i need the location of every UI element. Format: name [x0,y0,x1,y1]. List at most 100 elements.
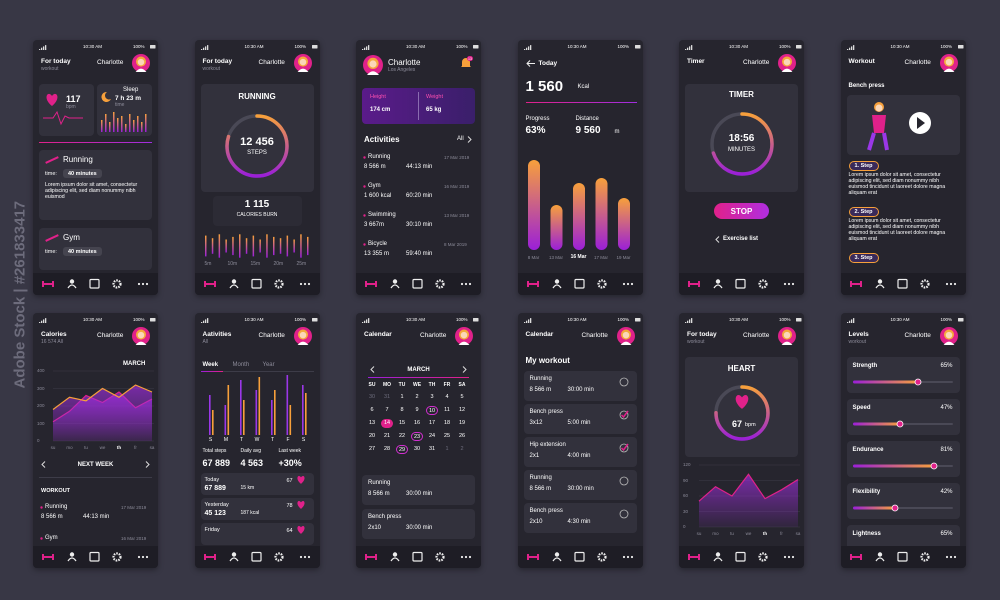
chevron [41,461,46,468]
shape [250,278,262,289]
shape [620,443,629,452]
shape [365,283,377,285]
shape [45,318,47,323]
shape [551,284,562,289]
shape [526,556,539,558]
signal-icon [846,45,854,50]
signal-icon [39,318,47,323]
shape [273,552,284,562]
battery-icon [796,317,802,321]
avatar [132,327,150,345]
shape [634,317,640,321]
activity-name: Bicycle [368,241,388,247]
bar [238,234,240,258]
shape [796,44,802,48]
shape [622,282,625,286]
shape [874,557,885,562]
workout-amount: 2x10 [529,519,543,525]
shape [204,46,206,50]
shape [953,555,956,559]
shape [39,49,41,50]
workout-amount: 8 566 m [529,486,552,492]
shape [573,278,585,289]
screen-title: Workout [848,58,875,65]
screen-title: For today [202,58,233,65]
calendar-day: 11 [444,407,450,413]
shape [735,551,746,562]
month: MARCH [123,361,146,367]
signal-icon [362,318,370,323]
time-label: time: [45,171,57,177]
x-tick-label: 13 Mar [548,255,563,260]
divider [200,371,314,372]
workout-amount: 8 566 m [529,387,552,393]
shape [525,102,637,103]
battery-icon [634,44,640,48]
shape [687,47,689,50]
shape [460,331,468,339]
heart [296,501,305,509]
bar [258,239,261,253]
screen-subtitle: 16 574 All [41,339,63,345]
bar [133,120,135,132]
shape [787,282,791,286]
battery-icon [150,317,156,321]
bullet [363,214,366,217]
exercise-name: Bench press [848,83,885,89]
heart [296,476,305,484]
shape [689,46,691,50]
bullet [363,156,366,159]
shape [206,45,208,50]
avatar [132,54,150,72]
activity-icon [45,234,59,242]
shape [231,279,236,284]
y-tick-label: 200 [37,403,45,408]
bar [125,124,127,132]
y-tick-label: 400 [37,368,45,373]
bullet [40,537,43,540]
shape [392,552,398,557]
activity-date: 13 Mar 2019 [444,213,470,218]
shape [366,46,368,50]
shape [40,506,43,509]
shape [228,557,239,562]
stop-button[interactable] [714,203,769,219]
shape [467,136,472,143]
x-tick-label: th [762,531,768,536]
battery-icon [634,317,640,321]
bar [204,235,206,257]
calories-label: CALORIES BURN [236,212,278,218]
phone-screen: 10:30 AM 100% Levels workout Charlotte Streng… [840,313,966,568]
activity-amount: 8 566 m [364,164,386,170]
workout-duration: 4:30 min [567,519,591,525]
stop-label: STOP [730,207,753,216]
shape [367,71,379,75]
shape [713,385,770,441]
shape [896,551,908,562]
nav-bar [679,273,804,295]
signal-icon [200,318,208,323]
calendar-day: 10 [426,406,438,415]
shape [619,410,628,420]
shape [529,45,531,50]
shape [554,552,559,557]
level-value: 47% [940,405,953,411]
slider-fill [852,380,918,384]
level-slider [852,378,953,386]
screen-title: Today [538,60,558,67]
bar [109,122,111,132]
shape [679,273,804,295]
workout-duration: 4:00 min [567,453,591,459]
shape [45,234,59,242]
shape [112,552,122,562]
shape [949,555,952,559]
kcal-unit: Kcal [577,84,590,90]
x-tick-label: 17 Mar [593,255,608,260]
bar [304,393,307,435]
shape [685,49,687,50]
shape [203,283,216,285]
bar-chart [208,375,307,435]
bar [527,160,540,250]
shape [622,331,629,339]
screen-title: Calendar [364,331,392,338]
